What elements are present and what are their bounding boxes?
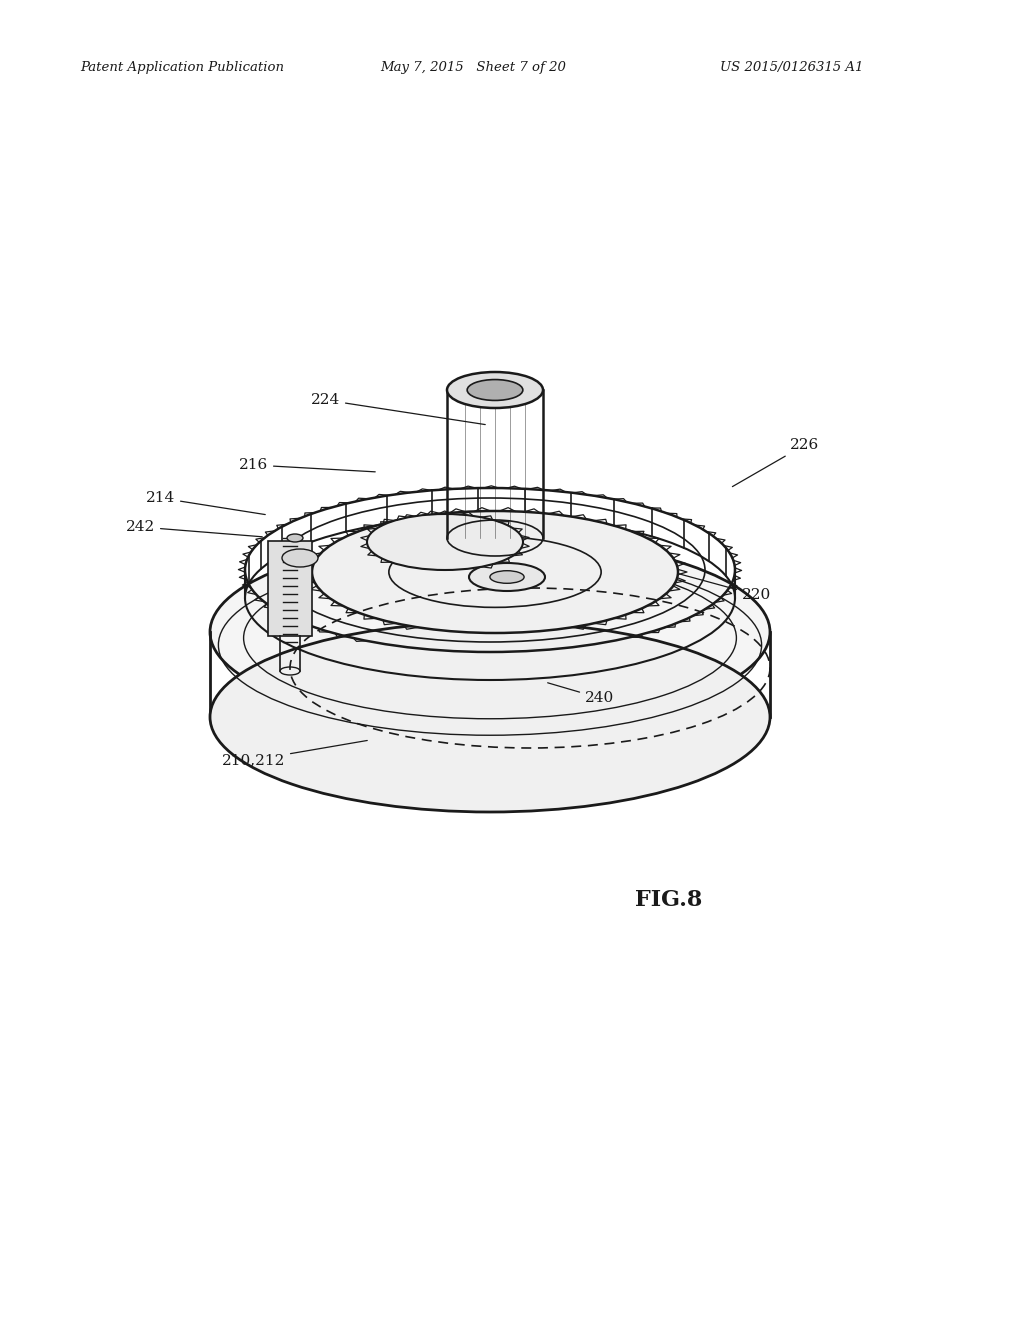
Text: May 7, 2015   Sheet 7 of 20: May 7, 2015 Sheet 7 of 20 <box>380 62 566 74</box>
Text: 214: 214 <box>146 491 265 515</box>
Ellipse shape <box>469 564 544 591</box>
Text: 226: 226 <box>732 438 818 487</box>
Ellipse shape <box>210 622 769 812</box>
Ellipse shape <box>367 513 523 570</box>
Ellipse shape <box>286 535 303 543</box>
Text: 220: 220 <box>667 570 770 602</box>
Text: 240: 240 <box>547 682 613 705</box>
Text: FIG.8: FIG.8 <box>635 888 702 911</box>
Text: US 2015/0126315 A1: US 2015/0126315 A1 <box>719 62 862 74</box>
Text: 216: 216 <box>238 458 375 473</box>
Text: 224: 224 <box>311 393 485 425</box>
Ellipse shape <box>281 549 318 568</box>
Bar <box>268 541 312 636</box>
Ellipse shape <box>467 380 523 400</box>
Text: 210,212: 210,212 <box>221 741 367 767</box>
Ellipse shape <box>446 372 542 408</box>
Ellipse shape <box>312 511 678 634</box>
Ellipse shape <box>489 570 524 583</box>
Text: 242: 242 <box>125 520 262 537</box>
Text: Patent Application Publication: Patent Application Publication <box>79 62 283 74</box>
Ellipse shape <box>210 537 769 727</box>
